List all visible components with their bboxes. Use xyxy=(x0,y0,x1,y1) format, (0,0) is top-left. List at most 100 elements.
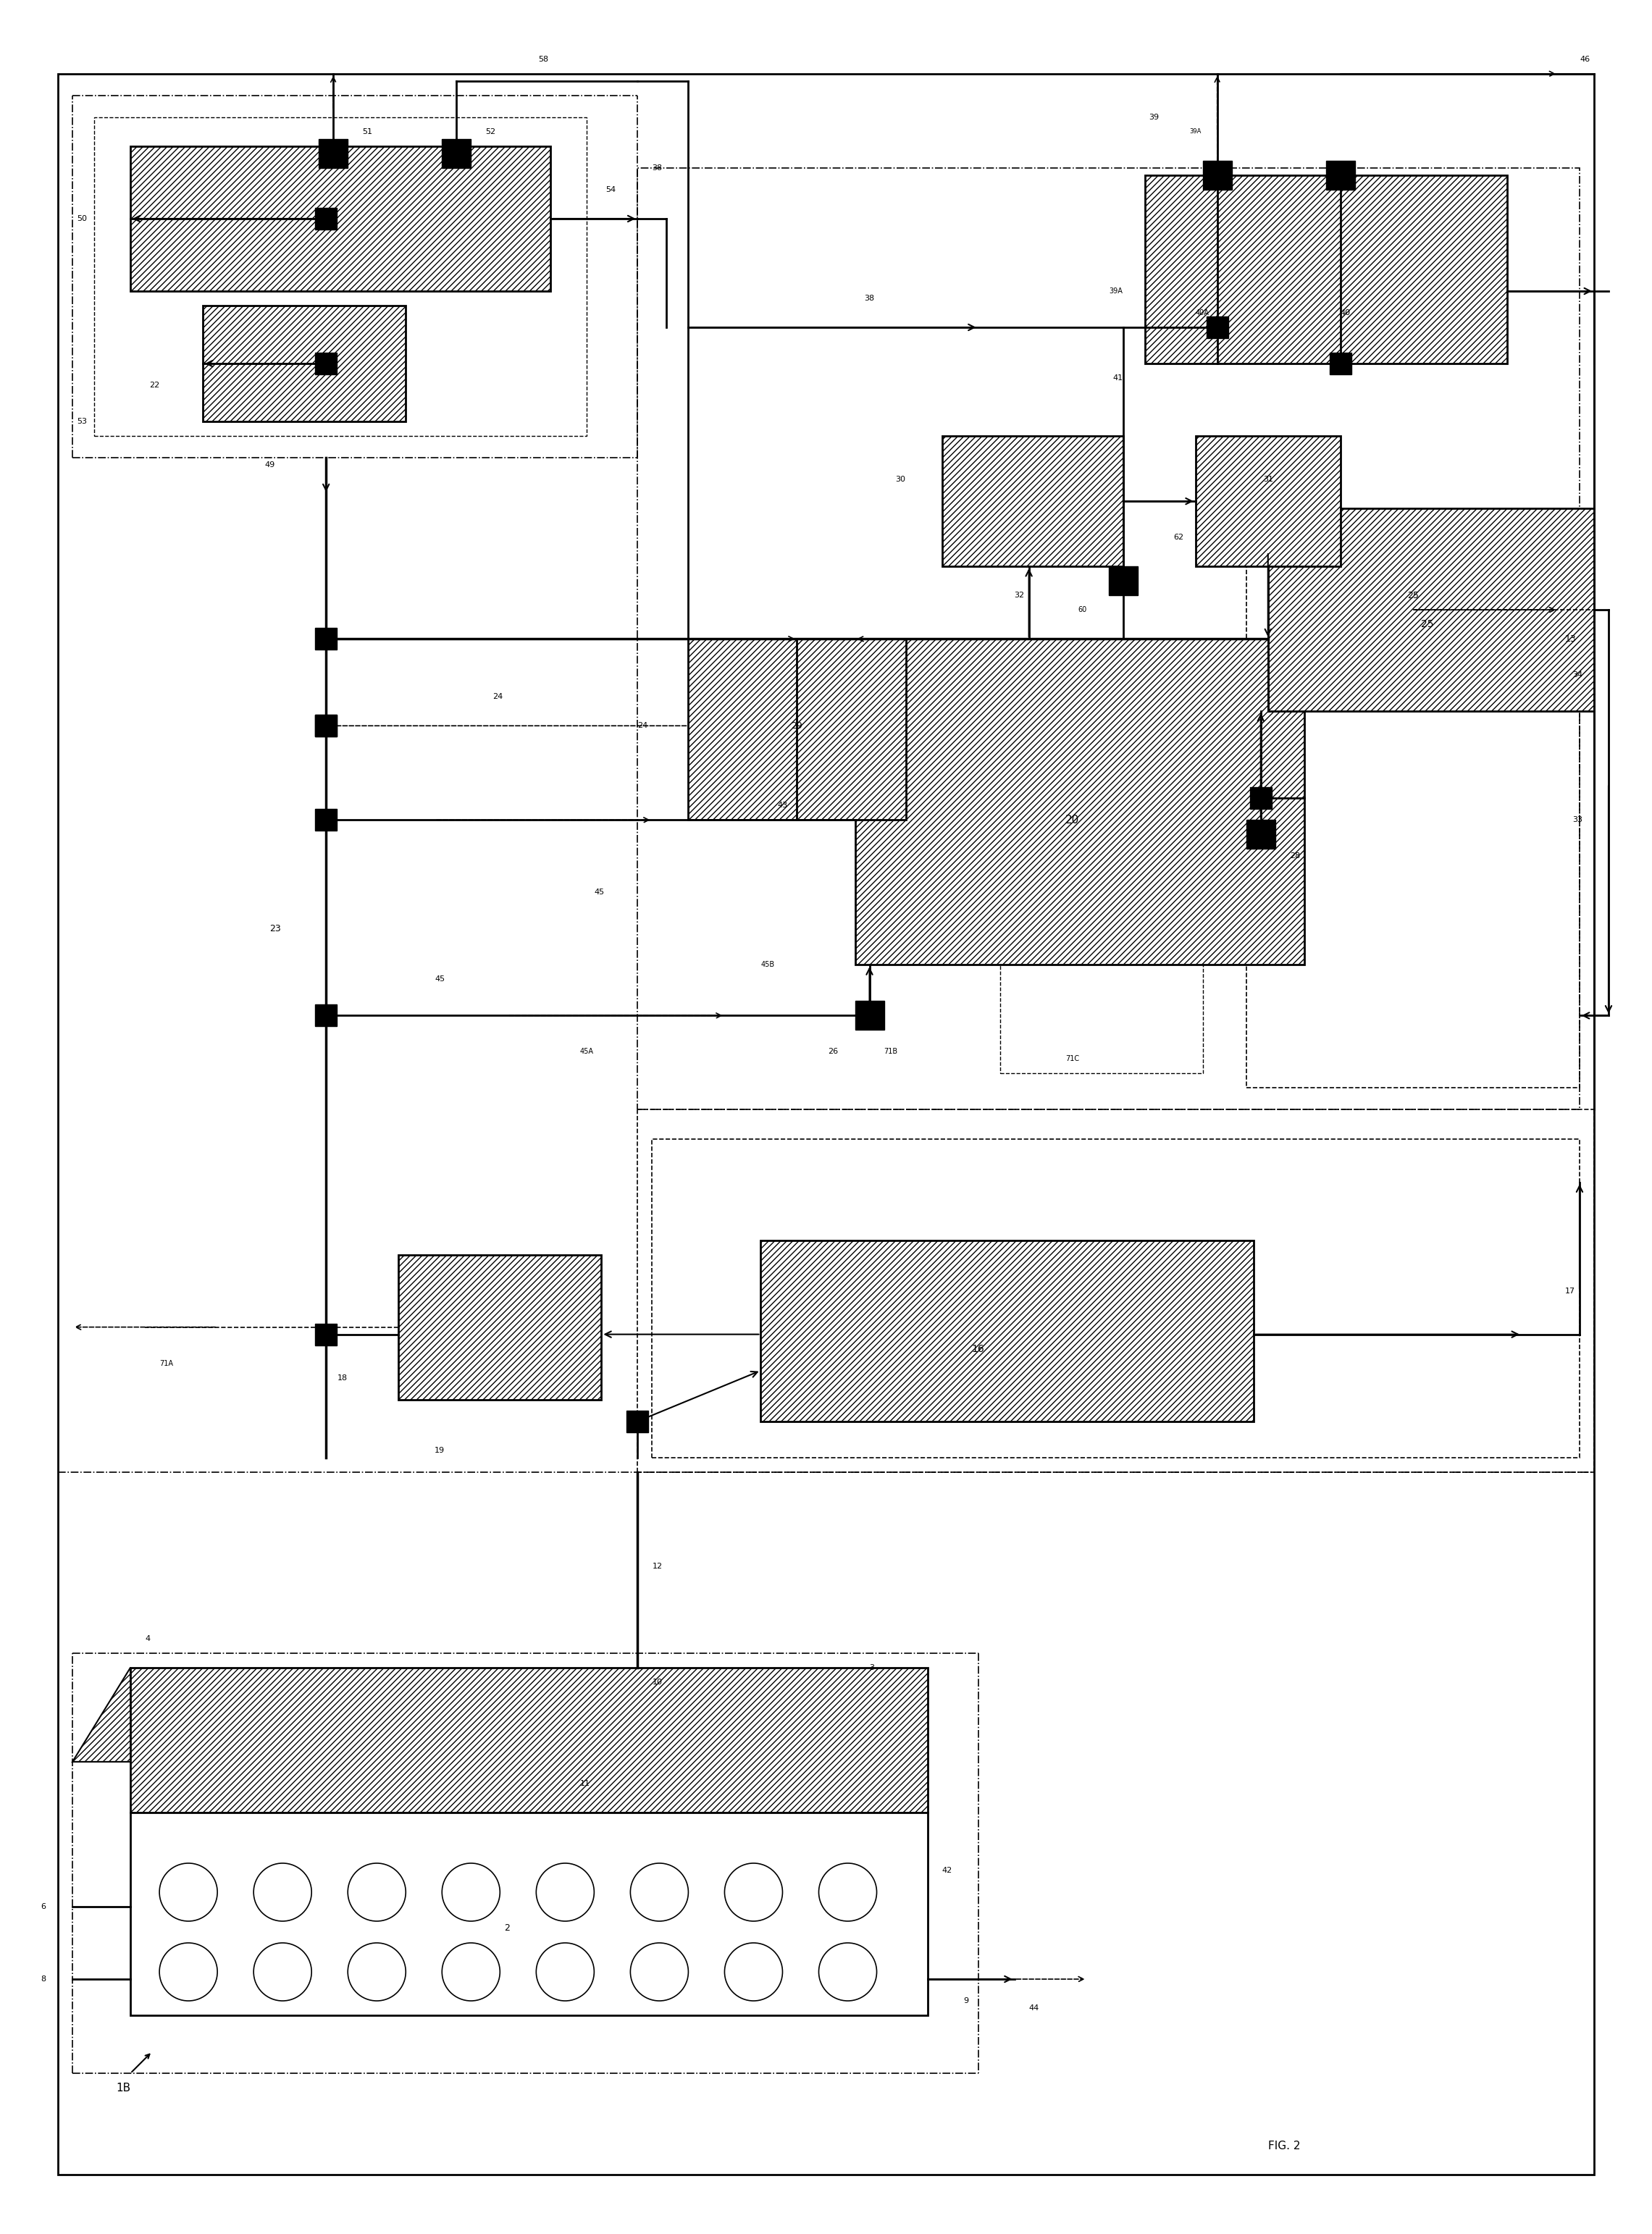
Text: 10: 10 xyxy=(653,1678,662,1687)
Bar xyxy=(999,871,1203,1075)
Bar xyxy=(856,639,1303,965)
Text: 2: 2 xyxy=(504,1923,510,1932)
Bar xyxy=(856,1001,884,1030)
Text: 45: 45 xyxy=(595,889,605,896)
Bar xyxy=(316,1005,337,1025)
Text: 17: 17 xyxy=(1564,1287,1576,1293)
Circle shape xyxy=(159,1944,218,2002)
Bar xyxy=(1246,545,1579,1088)
Text: 43: 43 xyxy=(778,802,788,809)
Circle shape xyxy=(819,1944,877,2002)
Bar xyxy=(1251,786,1272,809)
Text: 9: 9 xyxy=(963,1997,968,2004)
Bar xyxy=(316,353,337,375)
Text: 71C: 71C xyxy=(1066,1054,1079,1063)
Bar xyxy=(942,436,1123,567)
Text: 40: 40 xyxy=(1340,308,1351,317)
Text: 8: 8 xyxy=(41,1975,46,1984)
Text: 31: 31 xyxy=(1262,476,1274,483)
Text: 54: 54 xyxy=(606,185,616,194)
Text: 45B: 45B xyxy=(762,961,775,970)
Text: 46: 46 xyxy=(1579,56,1589,63)
Circle shape xyxy=(725,1863,783,1921)
Text: 25: 25 xyxy=(1408,590,1419,601)
Bar xyxy=(1145,174,1507,364)
Text: FIG. 2: FIG. 2 xyxy=(1269,2140,1300,2151)
Circle shape xyxy=(631,1944,689,2002)
Text: 45A: 45A xyxy=(580,1048,593,1054)
Circle shape xyxy=(159,1863,218,1921)
Circle shape xyxy=(537,1863,595,1921)
Text: 18: 18 xyxy=(337,1374,349,1381)
Text: 16: 16 xyxy=(971,1345,985,1354)
Bar xyxy=(316,715,337,737)
Text: 20: 20 xyxy=(1066,815,1079,824)
Bar xyxy=(94,116,586,436)
Bar xyxy=(638,168,1579,1110)
Bar xyxy=(1203,161,1232,190)
Text: 24: 24 xyxy=(638,722,648,731)
Text: 45: 45 xyxy=(434,976,444,983)
Text: 29: 29 xyxy=(791,722,803,731)
Bar xyxy=(398,1256,601,1398)
Text: 6: 6 xyxy=(41,1903,46,1910)
Bar xyxy=(1327,161,1355,190)
Circle shape xyxy=(254,1863,312,1921)
Circle shape xyxy=(443,1863,501,1921)
Text: 44: 44 xyxy=(1029,2004,1039,2011)
Text: 53: 53 xyxy=(76,418,88,424)
Text: 33: 33 xyxy=(1573,815,1583,824)
Text: 41: 41 xyxy=(1113,375,1123,382)
Text: 3: 3 xyxy=(869,1664,874,1671)
Text: 51: 51 xyxy=(362,127,372,136)
Text: 40A: 40A xyxy=(1196,308,1209,317)
Bar xyxy=(1246,820,1275,849)
Text: 34: 34 xyxy=(1573,672,1583,679)
Text: 52: 52 xyxy=(486,127,496,136)
Text: 19: 19 xyxy=(434,1448,444,1454)
Circle shape xyxy=(537,1944,595,2002)
Circle shape xyxy=(443,1944,501,2002)
Circle shape xyxy=(254,1944,312,2002)
Text: 13: 13 xyxy=(1564,634,1576,643)
Bar xyxy=(316,715,337,737)
Bar xyxy=(1269,509,1594,710)
Bar xyxy=(316,208,337,230)
Circle shape xyxy=(725,1944,783,2002)
Text: 62: 62 xyxy=(1175,534,1184,541)
Text: 50: 50 xyxy=(76,214,88,221)
Text: 39A: 39A xyxy=(1110,288,1123,295)
Bar xyxy=(319,139,349,168)
Polygon shape xyxy=(73,1667,131,1763)
Bar xyxy=(689,639,905,820)
Bar xyxy=(131,1812,927,2015)
Circle shape xyxy=(631,1863,689,1921)
Text: 24: 24 xyxy=(492,693,502,701)
Text: 39: 39 xyxy=(1150,114,1160,121)
Text: 25: 25 xyxy=(1421,619,1434,630)
Text: 71B: 71B xyxy=(884,1048,897,1054)
Text: 42: 42 xyxy=(942,1868,952,1874)
Bar xyxy=(131,1667,927,1812)
Circle shape xyxy=(349,1863,406,1921)
Bar xyxy=(131,145,550,290)
Text: 58: 58 xyxy=(539,56,548,63)
Bar xyxy=(653,1139,1579,1457)
Bar xyxy=(1206,317,1227,337)
Text: 12: 12 xyxy=(653,1562,662,1571)
Text: 38: 38 xyxy=(864,295,874,302)
Text: 49: 49 xyxy=(264,462,276,469)
Bar xyxy=(626,1410,649,1432)
Text: 23: 23 xyxy=(269,925,281,934)
Bar xyxy=(316,1323,337,1345)
Bar xyxy=(443,139,471,168)
Text: 30: 30 xyxy=(895,476,905,483)
Text: 11: 11 xyxy=(580,1780,590,1787)
Text: 39A: 39A xyxy=(1189,130,1201,134)
Bar xyxy=(1108,567,1138,596)
Bar xyxy=(762,1240,1254,1421)
Bar xyxy=(316,628,337,650)
Bar xyxy=(316,809,337,831)
Text: 1B: 1B xyxy=(116,2082,131,2093)
Text: 38: 38 xyxy=(653,165,662,172)
